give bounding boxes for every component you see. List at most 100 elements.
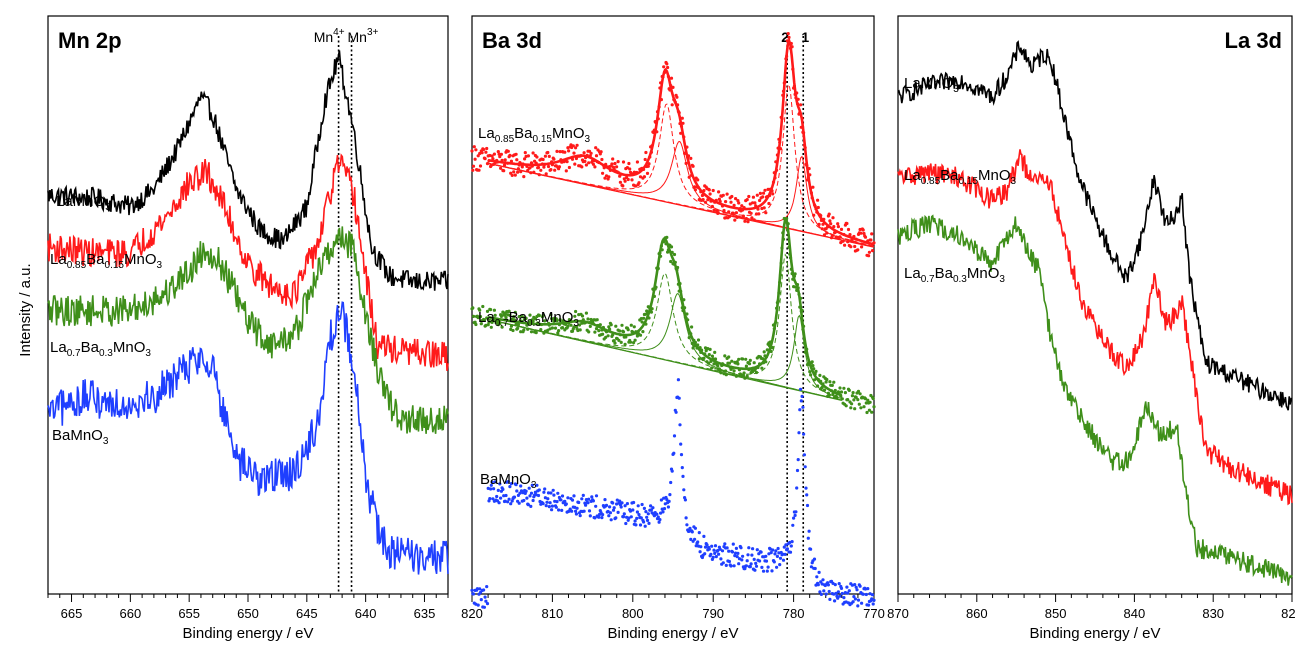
data-point: [496, 150, 500, 154]
data-point: [760, 366, 764, 370]
data-point: [758, 198, 762, 203]
data-point: [730, 194, 734, 199]
data-point: [550, 504, 555, 508]
data-point: [741, 357, 745, 361]
data-point: [633, 519, 637, 523]
data-point: [638, 333, 643, 337]
data-point: [732, 203, 736, 207]
data-point: [533, 317, 538, 321]
data-point: [487, 320, 491, 324]
data-point: [712, 548, 716, 552]
data-point: [520, 165, 524, 169]
data-point: [497, 152, 501, 156]
data-point: [636, 504, 640, 508]
data-point: [630, 178, 634, 182]
data-point: [546, 328, 550, 332]
data-point: [645, 515, 649, 519]
data-point: [828, 219, 832, 223]
data-point: [597, 515, 601, 519]
data-point: [865, 410, 869, 415]
data-point: [485, 602, 490, 606]
data-point: [705, 543, 709, 547]
data-point: [813, 566, 817, 571]
data-point: [549, 491, 553, 495]
x-tick-label: 830: [1202, 606, 1224, 621]
data-point: [479, 322, 483, 326]
data-point: [711, 555, 715, 559]
data-point: [508, 485, 512, 489]
data-point: [832, 380, 836, 384]
data-point: [499, 166, 503, 170]
data-point: [519, 484, 523, 488]
x-axis-label: Binding energy / eV: [183, 625, 314, 642]
data-point: [696, 338, 701, 342]
panel-mn-2p: 665 660 655 650 645 640 635 Binding energy / eV…: [47, 15, 449, 642]
data-point: [564, 502, 568, 506]
data-point: [845, 221, 849, 226]
data-point: [483, 157, 487, 161]
data-point: [560, 494, 565, 498]
data-point: [543, 319, 547, 323]
data-point: [869, 238, 873, 242]
data-point: [697, 357, 701, 361]
x-tick-label: 655: [178, 606, 200, 621]
data-point: [832, 225, 836, 229]
data-point: [774, 549, 778, 553]
data-point: [741, 554, 745, 558]
data-point: [574, 309, 578, 314]
data-point: [662, 65, 666, 69]
data-point: [714, 555, 718, 559]
data-point: [582, 151, 586, 155]
data-point: [667, 499, 671, 503]
data-point: [827, 212, 831, 216]
data-point: [526, 154, 531, 158]
data-point: [531, 498, 535, 503]
data-point: [537, 313, 541, 318]
data-point: [766, 565, 770, 569]
data-point: [589, 151, 593, 155]
data-point: [551, 488, 555, 492]
data-point: [470, 149, 474, 153]
data-point: [681, 474, 685, 478]
x-tick-label: 660: [120, 606, 142, 621]
data-point: [807, 529, 811, 533]
data-point: [753, 568, 757, 572]
data-point: [798, 408, 802, 412]
data-point: [547, 505, 551, 509]
data-point: [723, 542, 727, 546]
data-point: [507, 497, 511, 501]
x-tick-label: 820: [461, 606, 483, 621]
data-point: [512, 315, 516, 319]
data-point: [593, 516, 597, 520]
data-point: [748, 358, 752, 362]
panel-title: Ba 3d: [482, 28, 542, 53]
data-point: [607, 514, 611, 518]
data-point: [603, 176, 607, 180]
data-point: [631, 508, 635, 512]
data-point: [628, 167, 632, 171]
data-point: [846, 227, 851, 232]
data-point: [816, 583, 820, 587]
data-point: [491, 157, 495, 161]
data-point: [711, 188, 715, 193]
data-point: [853, 597, 858, 601]
data-point: [861, 228, 865, 232]
data-point: [641, 330, 645, 334]
data-point: [853, 407, 857, 411]
data-point: [506, 500, 510, 504]
data-point: [679, 442, 683, 446]
data-point: [622, 512, 626, 516]
data-point: [509, 159, 513, 163]
data-point: [501, 487, 505, 491]
data-point: [486, 486, 490, 490]
x-axis-label: Binding energy / eV: [1030, 625, 1161, 642]
data-point: [862, 405, 866, 409]
data-point: [642, 520, 646, 524]
data-point: [534, 331, 538, 335]
data-point: [698, 550, 702, 554]
x-tick-label: 780: [783, 606, 805, 621]
data-point: [559, 498, 563, 502]
data-point: [611, 501, 615, 505]
data-point: [580, 314, 585, 318]
data-point: [824, 592, 828, 596]
